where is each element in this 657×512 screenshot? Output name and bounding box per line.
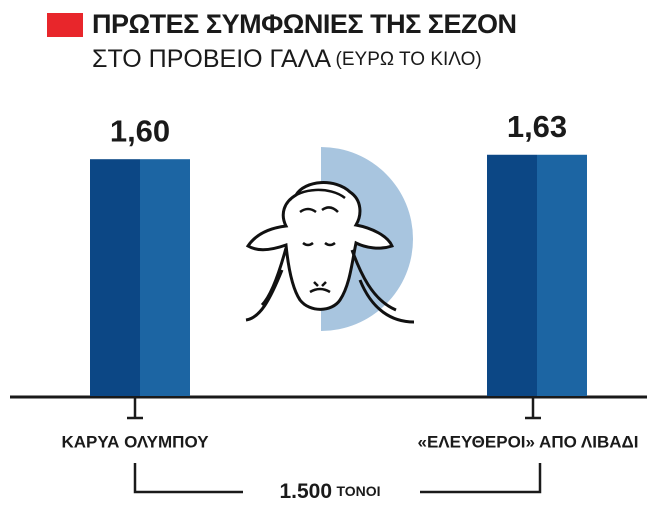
value-label: 1,63 <box>507 109 567 144</box>
category-label: ΚΑΡΥΑ ΟΛΥΜΠΟΥ <box>61 432 209 451</box>
category-label: «ΕΛΕΥΘΕΡΟΙ» ΑΠΟ ΛΙΒΑΔΙ <box>418 432 639 451</box>
chart: ΠΡΩΤΕΣ ΣΥΜΦΩΝΙΕΣ ΤΗΣ ΣΕΖΟΝ ΣΤΟ ΠΡΟΒΕΙΟ Γ… <box>0 0 657 512</box>
annotation-unit: ΤΟΝΟΙ <box>336 483 380 499</box>
category-tick <box>525 398 541 418</box>
unit: (ΕΥΡΩ ΤΟ ΚΙΛΟ) <box>336 49 482 70</box>
category-tick <box>127 398 143 418</box>
annotation-quantity: 1.500 <box>279 480 332 503</box>
subtitle: ΣΤΟ ΠΡΟΒΕΙΟ ΓΑΛΑ <box>92 45 331 73</box>
title-marker <box>47 13 83 37</box>
chart-title: ΠΡΩΤΕΣ ΣΥΜΦΩΝΙΕΣ ΤΗΣ ΣΕΖΟΝ <box>92 9 516 39</box>
sheep-illustration <box>246 147 414 331</box>
bar <box>90 159 190 396</box>
chart-subtitle: ΣΤΟ ΠΡΟΒΕΙΟ ΓΑΛΑ (ΕΥΡΩ ΤΟ ΚΙΛΟ) <box>92 45 482 73</box>
value-label: 1,60 <box>110 113 170 148</box>
bar <box>487 155 587 396</box>
annotation: 1.500 ΤΟΝΟΙ <box>279 480 380 503</box>
